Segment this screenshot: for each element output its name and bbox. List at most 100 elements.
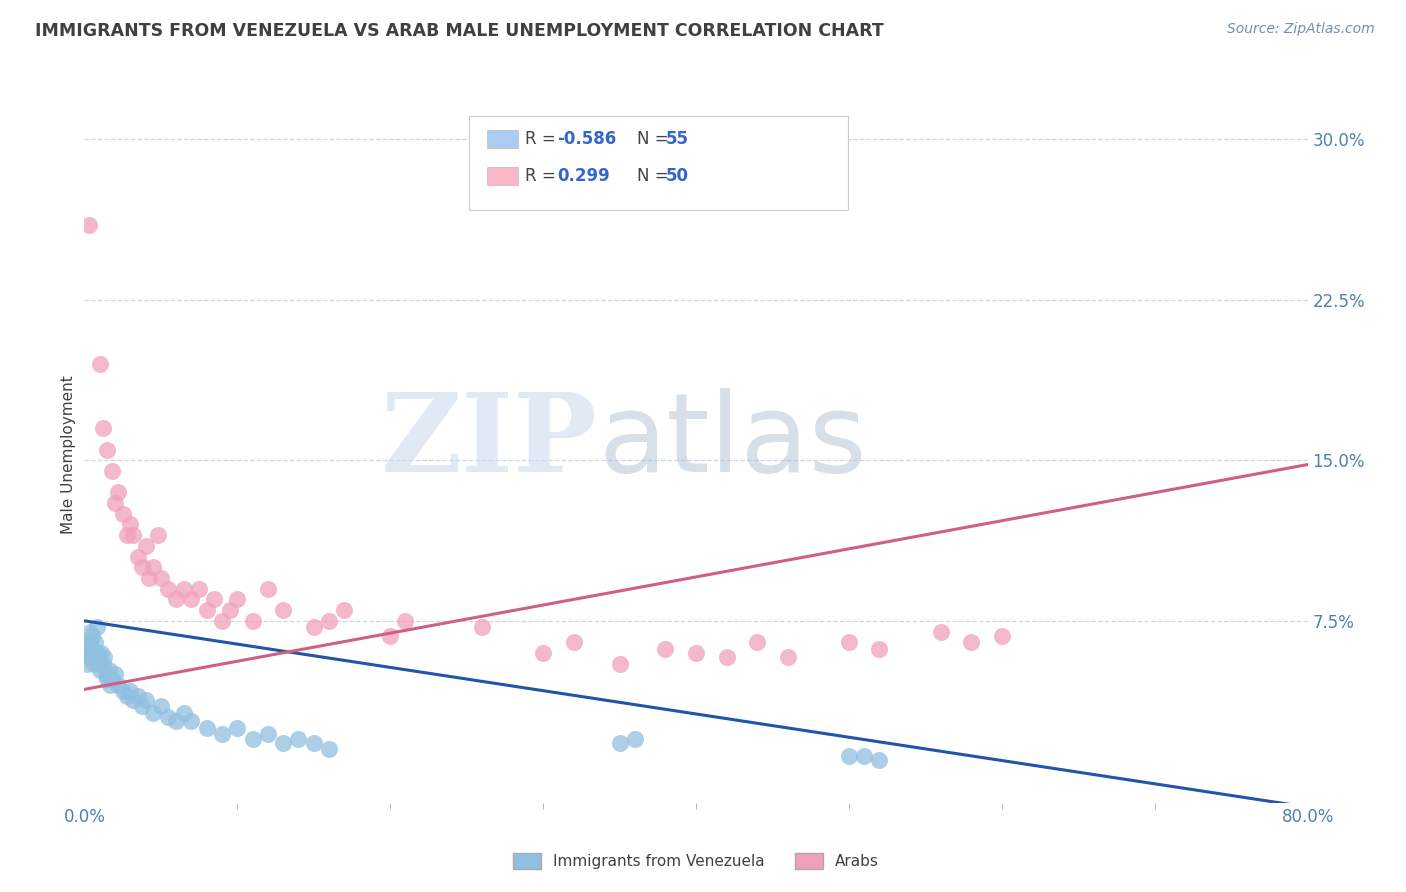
Point bbox=[242, 731, 264, 746]
Text: N =: N = bbox=[637, 130, 675, 148]
Point bbox=[202, 592, 225, 607]
Point bbox=[624, 731, 647, 746]
Point bbox=[135, 539, 157, 553]
Point bbox=[838, 748, 860, 763]
Point bbox=[173, 582, 195, 596]
Point bbox=[84, 635, 107, 649]
Point bbox=[165, 592, 187, 607]
Point bbox=[157, 582, 180, 596]
Point bbox=[76, 657, 98, 671]
Point bbox=[226, 592, 249, 607]
Point bbox=[111, 507, 134, 521]
Point bbox=[562, 635, 585, 649]
Text: Source: ZipAtlas.com: Source: ZipAtlas.com bbox=[1227, 22, 1375, 37]
Point bbox=[90, 646, 112, 660]
Text: R =: R = bbox=[524, 130, 561, 148]
Point bbox=[685, 646, 707, 660]
Point bbox=[929, 624, 952, 639]
Point bbox=[287, 731, 309, 746]
Point bbox=[333, 603, 356, 617]
Point bbox=[869, 641, 891, 656]
Point bbox=[257, 727, 280, 741]
Point bbox=[77, 641, 100, 656]
Point bbox=[87, 650, 110, 665]
Point bbox=[91, 421, 114, 435]
Text: ZIP: ZIP bbox=[381, 387, 598, 494]
Point bbox=[146, 528, 169, 542]
Point bbox=[776, 650, 799, 665]
Point bbox=[80, 641, 103, 656]
Point bbox=[93, 650, 115, 665]
Point bbox=[747, 635, 769, 649]
Point bbox=[838, 635, 860, 649]
Point bbox=[104, 496, 127, 510]
Point bbox=[80, 629, 103, 643]
Point bbox=[76, 646, 98, 660]
Point bbox=[77, 218, 100, 232]
Point bbox=[716, 650, 738, 665]
Point bbox=[960, 635, 983, 649]
Point bbox=[75, 635, 97, 649]
Point bbox=[195, 721, 218, 735]
Text: N =: N = bbox=[637, 168, 675, 186]
Point bbox=[115, 528, 138, 542]
Point bbox=[149, 699, 172, 714]
Point bbox=[302, 736, 325, 750]
Point bbox=[86, 620, 108, 634]
Point bbox=[89, 657, 111, 671]
Point bbox=[180, 592, 202, 607]
Point bbox=[142, 560, 165, 574]
Point bbox=[101, 672, 124, 686]
Point bbox=[869, 753, 891, 767]
Point bbox=[271, 603, 294, 617]
Point bbox=[91, 657, 114, 671]
Point bbox=[111, 684, 134, 698]
Point bbox=[83, 657, 105, 671]
Legend: Immigrants from Venezuela, Arabs: Immigrants from Venezuela, Arabs bbox=[508, 847, 884, 875]
Point bbox=[94, 667, 117, 681]
Text: 0.299: 0.299 bbox=[557, 168, 610, 186]
Text: R =: R = bbox=[524, 168, 561, 186]
Text: IMMIGRANTS FROM VENEZUELA VS ARAB MALE UNEMPLOYMENT CORRELATION CHART: IMMIGRANTS FROM VENEZUELA VS ARAB MALE U… bbox=[35, 22, 884, 40]
Point bbox=[120, 517, 142, 532]
Point bbox=[318, 614, 340, 628]
Point bbox=[122, 693, 145, 707]
Y-axis label: Male Unemployment: Male Unemployment bbox=[60, 376, 76, 534]
Point bbox=[226, 721, 249, 735]
Point bbox=[257, 582, 280, 596]
Point bbox=[394, 614, 416, 628]
Point bbox=[115, 689, 138, 703]
Point bbox=[101, 464, 124, 478]
Point bbox=[188, 582, 211, 596]
Point bbox=[135, 693, 157, 707]
Text: 50: 50 bbox=[665, 168, 689, 186]
Point bbox=[127, 549, 149, 564]
Point bbox=[83, 646, 105, 660]
Point bbox=[138, 571, 160, 585]
Point bbox=[97, 663, 120, 677]
Point bbox=[654, 641, 676, 656]
Point bbox=[89, 663, 111, 677]
Point bbox=[131, 699, 153, 714]
Point bbox=[79, 624, 101, 639]
Point bbox=[142, 706, 165, 720]
Point bbox=[127, 689, 149, 703]
Text: -0.586: -0.586 bbox=[557, 130, 617, 148]
Point bbox=[96, 672, 118, 686]
Point bbox=[131, 560, 153, 574]
Point bbox=[157, 710, 180, 724]
Point bbox=[471, 620, 494, 634]
Point bbox=[86, 646, 108, 660]
Point bbox=[242, 614, 264, 628]
Point bbox=[609, 736, 631, 750]
Text: 55: 55 bbox=[665, 130, 689, 148]
Point bbox=[89, 357, 111, 371]
Point bbox=[84, 650, 107, 665]
Text: atlas: atlas bbox=[598, 387, 866, 494]
Point bbox=[122, 528, 145, 542]
Point bbox=[173, 706, 195, 720]
Point bbox=[120, 684, 142, 698]
Point bbox=[104, 667, 127, 681]
Point bbox=[531, 646, 554, 660]
Point bbox=[318, 742, 340, 756]
